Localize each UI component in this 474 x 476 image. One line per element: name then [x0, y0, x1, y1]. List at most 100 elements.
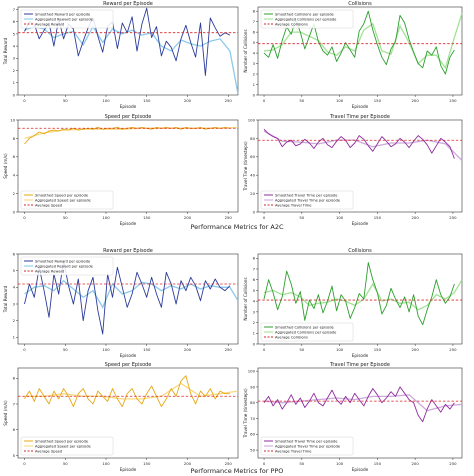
ppo-collisions-x-tick-label: 200: [412, 347, 420, 352]
a2c-travel-y-tick-label: 40: [250, 173, 255, 178]
ppo-travel-legend-label: Smoothed Travel Time per episode: [275, 439, 338, 443]
a2c-collisions-x-tick-label: 0: [263, 98, 266, 103]
a2c-travel-x-tick-label: 250: [449, 215, 457, 220]
a2c-travel-x-tick-label: 100: [336, 215, 344, 220]
a2c-speed-x-tick-label: 100: [102, 215, 110, 220]
a2c-collisions-x-tick-label: 100: [336, 98, 344, 103]
a2c-travel-y-tick-label: 100: [248, 117, 256, 122]
a2c-travel-legend-label: Aggregated Travel Time per episode: [275, 198, 341, 202]
a2c-collisions-y-tick-label: 0: [253, 92, 256, 97]
ppo-collisions-x-label: Episode: [352, 353, 369, 358]
a2c-travel-legend-label: Average Travel Time: [275, 203, 312, 207]
a2c-travel-title: Travel Time per Episode: [329, 114, 390, 120]
ppo-speed-legend-label: Smoothed Speed per episode: [35, 439, 89, 443]
ppo-reward-x-tick-label: 50: [63, 347, 68, 352]
a2c-collisions-y-tick-label: 4: [253, 50, 256, 55]
a2c-travel-y-tick-label: 60: [250, 154, 255, 159]
a2c-reward-y-tick-label: 0: [13, 92, 16, 97]
ppo-collisions-title: Collisions: [348, 248, 372, 254]
ppo-collisions-x-tick-label: 150: [374, 347, 382, 352]
ppo-figure-title: Performance Metrics for PPO: [190, 467, 284, 475]
a2c-collisions-y-tick-label: 3: [253, 61, 256, 66]
a2c-reward-x-label: Episode: [120, 104, 137, 109]
a2c-reward-y-tick-label: 7: [13, 7, 16, 12]
a2c-speed-y-tick-label: 8: [13, 136, 16, 141]
ppo-collisions-y-label: Number of Collisions: [243, 277, 248, 320]
a2c-reward-y-tick-label: 4: [13, 44, 16, 49]
ppo-reward-x-tick-label: 150: [143, 347, 151, 352]
a2c-speed-legend: [20, 190, 114, 210]
a2c-collisions-x-tick-label: 200: [412, 98, 420, 103]
a2c-collisions-title: Collisions: [348, 1, 372, 7]
a2c-speed-y-tick-label: 4: [13, 173, 16, 178]
a2c-collisions-aggregated-line: [263, 13, 463, 70]
ppo-reward-legend: [20, 256, 114, 276]
a2c-reward-title: Reward per Episode: [103, 1, 153, 7]
a2c-travel-plot-area: [257, 119, 463, 213]
a2c-speed-y-tick-label: 2: [13, 191, 16, 196]
ppo-reward-y-tick-label: 1: [13, 335, 16, 340]
ppo-speed-title: Speed per Episode: [105, 362, 152, 368]
a2c-speed-legend-label: Average Speed: [35, 203, 62, 207]
a2c-speed-y-tick-label: 0: [13, 209, 16, 214]
ppo-reward-y-tick-label: 2: [13, 318, 16, 323]
a2c-speed-y-label: Speed (m/s): [3, 153, 8, 179]
a2c-speed-y-tick-label: 10: [10, 117, 15, 122]
a2c-speed-x-tick-label: 50: [63, 215, 68, 220]
ppo-speed-legend-label: Aggregated Speed per episode: [35, 444, 92, 448]
ppo-speed-legend-label: Average Speed: [35, 449, 62, 453]
ppo-speed-x-tick-label: 150: [143, 461, 151, 466]
ppo-collisions-legend-label: Aggregated Collisions per episode: [275, 330, 337, 334]
ppo-travel-y-tick-label: 50: [250, 448, 255, 453]
ppo-reward-y-tick-label: 6: [13, 251, 16, 256]
a2c-reward-y-tick-label: 5: [13, 31, 16, 36]
ppo-travel-title: Travel Time per Episode: [329, 362, 390, 368]
ppo-speed-smoothed-line: [24, 375, 230, 408]
a2c-reward-x-tick-label: 200: [184, 98, 192, 103]
ppo-travel-y-tick-label: 80: [250, 400, 255, 405]
a2c-travel-x-label: Episode: [352, 221, 369, 226]
a2c-speed-x-label: Episode: [120, 221, 137, 226]
ppo-speed-x-label: Episode: [120, 467, 137, 472]
ppo-travel-y-tick-label: 90: [250, 384, 255, 389]
ppo-collisions-y-tick-label: 4: [253, 299, 256, 304]
ppo-travel-x-label: Episode: [352, 467, 369, 472]
a2c-travel-aggregated-line: [263, 130, 463, 161]
a2c-collisions-x-tick-label: 50: [299, 98, 304, 103]
a2c-reward-y-tick-label: 6: [13, 19, 16, 24]
a2c-speed-legend-label: Aggregated Speed per episode: [35, 198, 92, 202]
a2c-reward-legend: [20, 9, 114, 29]
ppo-travel-legend-label: Average Travel Time: [275, 449, 312, 453]
ppo-reward-title: Reward per Episode: [103, 248, 153, 254]
a2c-travel-y-tick-label: 80: [250, 136, 255, 141]
ppo-travel-x-tick-label: 150: [374, 461, 382, 466]
ppo-collisions-smoothed-line: [263, 262, 455, 326]
ppo-travel-x-tick-label: 100: [336, 461, 344, 466]
a2c-travel-legend-label: Smoothed Travel Time per episode: [275, 193, 338, 197]
a2c-travel-smoothed-line: [263, 128, 455, 159]
a2c-collisions-legend-label: Smoothed Collisions per episode: [275, 12, 335, 16]
a2c-collisions-y-tick-label: 1: [253, 82, 256, 87]
ppo-travel-legend: [260, 436, 354, 456]
ppo-reward-y-tick-label: 4: [13, 285, 16, 290]
ppo-collisions-legend-label: Average Collisions: [275, 335, 308, 339]
a2c-reward-legend-label: Smoothed Reward per episode: [35, 12, 91, 16]
ppo-collisions-x-tick-label: 250: [449, 347, 457, 352]
ppo-travel-y-tick-label: 70: [250, 416, 255, 421]
a2c-figure-title: Performance Metrics for A2C: [190, 223, 284, 231]
a2c-travel-x-tick-label: 50: [299, 215, 304, 220]
ppo-reward-x-tick-label: 250: [225, 347, 233, 352]
ppo-reward-y-label: Total Reward: [3, 285, 8, 313]
a2c-reward-y-tick-label: 3: [13, 56, 16, 61]
ppo-collisions-legend: [260, 322, 354, 342]
a2c-speed-y-tick-label: 6: [13, 154, 16, 159]
a2c-reward-y-tick-label: 1: [13, 80, 16, 85]
a2c-collisions-y-tick-label: 5: [253, 40, 256, 45]
ppo-speed-y-label: Speed (m/s): [3, 400, 8, 426]
a2c-collisions-x-label: Episode: [352, 104, 369, 109]
a2c-collisions-legend-label: Aggregated Collisions per episode: [275, 17, 337, 21]
ppo-speed-y-tick-label: 6: [13, 427, 16, 432]
a2c-collisions-y-tick-label: 7: [253, 19, 256, 24]
a2c-collisions-y-tick-label: 6: [253, 30, 256, 35]
ppo-travel-y-label: Travel Time (timesteps): [243, 388, 248, 439]
